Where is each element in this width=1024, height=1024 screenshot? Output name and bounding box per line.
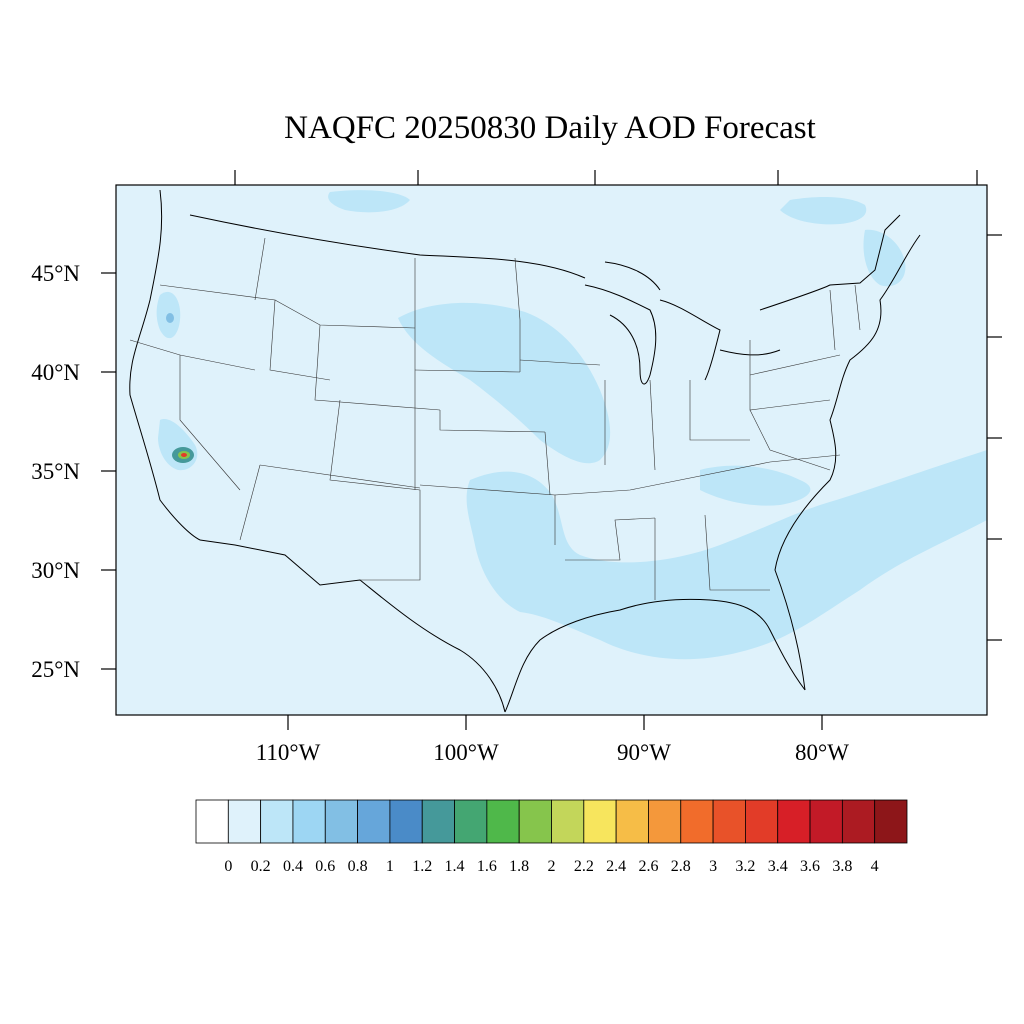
colorbar-tick-label: 2.6 bbox=[638, 858, 658, 875]
colorbar-swatch bbox=[195, 799, 229, 844]
gulf-coastline bbox=[504, 598, 806, 713]
colorbar-tick-label: 0.4 bbox=[283, 858, 303, 875]
map-frame bbox=[115, 184, 988, 716]
colorbar-swatch bbox=[454, 799, 488, 844]
map-title: NAQFC 20250830 Daily AOD Forecast bbox=[284, 110, 816, 146]
colorbar-tick-label: 0.2 bbox=[251, 858, 271, 875]
lat-label: 40°N bbox=[31, 360, 80, 385]
colorbar-tick-label: 0.6 bbox=[315, 858, 335, 875]
colorbar-tick-label: 2.8 bbox=[671, 858, 691, 875]
colorbar-tick-label: 3 bbox=[709, 858, 717, 875]
colorbar-tick-label: 1 bbox=[386, 858, 394, 875]
boundaries bbox=[129, 189, 921, 713]
map-background bbox=[116, 185, 987, 715]
colorbar: 0 0.2 0.4 0.6 0.8 1 1.2 1.4 1.6 1.8 2 2.2 2.4 2.6 2.8 3… bbox=[195, 799, 908, 875]
colorbar-swatch bbox=[421, 799, 455, 844]
colorbar-tick-label: 1.4 bbox=[445, 858, 465, 875]
atlantic-coastline bbox=[774, 234, 921, 691]
colorbar-tick-label: 3.6 bbox=[800, 858, 820, 875]
colorbar-swatch bbox=[745, 799, 779, 844]
aod-band-gulf-atlantic bbox=[700, 465, 811, 506]
colorbar-swatch bbox=[551, 799, 585, 844]
lon-label: 110°W bbox=[256, 740, 321, 765]
aod-field bbox=[156, 190, 987, 660]
colorbar-tick-label: 1.6 bbox=[477, 858, 497, 875]
colorbar-swatch bbox=[486, 799, 520, 844]
colorbar-tick-label: 2.2 bbox=[574, 858, 594, 875]
colorbar-tick-label: 0.8 bbox=[348, 858, 368, 875]
aod-band-canada-east bbox=[863, 229, 906, 287]
colorbar-tick-label: 3.2 bbox=[735, 858, 755, 875]
colorbar-swatch bbox=[874, 799, 908, 844]
colorbar-swatch bbox=[227, 799, 262, 844]
colorbar-swatch bbox=[841, 799, 876, 844]
state-lines bbox=[129, 237, 861, 600]
aod-hotspot-core bbox=[181, 453, 187, 457]
lat-label: 30°N bbox=[31, 558, 80, 583]
colorbar-swatch bbox=[324, 799, 358, 844]
colorbar-swatch bbox=[260, 799, 294, 844]
lat-label: 25°N bbox=[31, 657, 80, 682]
lon-label: 90°W bbox=[617, 740, 671, 765]
colorbar-swatch bbox=[357, 799, 391, 844]
lon-label: 80°W bbox=[795, 740, 849, 765]
colorbar-swatch bbox=[648, 799, 682, 844]
aod-oregon-spot bbox=[166, 313, 174, 323]
colorbar-tick-label: 2 bbox=[548, 858, 556, 875]
colorbar-tick-label: 0 bbox=[224, 858, 232, 875]
colorbar-tick-label: 2.4 bbox=[606, 858, 626, 875]
lon-label: 100°W bbox=[433, 740, 499, 765]
colorbar-tick-label: 4 bbox=[871, 858, 879, 875]
map-ticks bbox=[101, 170, 1002, 730]
us-canada-border bbox=[189, 214, 901, 311]
aod-band-northern-plains bbox=[398, 302, 611, 464]
longitude-labels: 110°W 100°W 90°W 80°W bbox=[256, 740, 850, 765]
colorbar-tick-label: 1.8 bbox=[509, 858, 529, 875]
aod-band-south-central bbox=[466, 450, 987, 660]
latitude-labels: 45°N 40°N 35°N 30°N 25°N bbox=[31, 261, 80, 682]
colorbar-tick-label: 3.8 bbox=[832, 858, 852, 875]
colorbar-swatch bbox=[615, 799, 649, 844]
map-panel: 45°N 40°N 35°N 30°N 25°N 110°W 100°W 90°… bbox=[31, 170, 1002, 765]
pacific-coastline bbox=[129, 189, 201, 541]
colorbar-swatch bbox=[712, 799, 746, 844]
colorbar-swatch bbox=[389, 799, 423, 844]
aod-band-northeast bbox=[780, 197, 867, 225]
colorbar-swatch bbox=[292, 799, 326, 844]
colorbar-swatch bbox=[777, 799, 811, 844]
colorbar-tick-label: 1.2 bbox=[412, 858, 432, 875]
colorbar-swatch bbox=[809, 799, 843, 844]
colorbar-swatch bbox=[518, 799, 552, 844]
aod-band-idaho bbox=[328, 190, 410, 213]
colorbar-tick-label: 3.4 bbox=[768, 858, 788, 875]
colorbar-swatch bbox=[583, 799, 617, 844]
lat-label: 45°N bbox=[31, 261, 80, 286]
lat-label: 35°N bbox=[31, 459, 80, 484]
colorbar-swatch bbox=[680, 799, 714, 844]
